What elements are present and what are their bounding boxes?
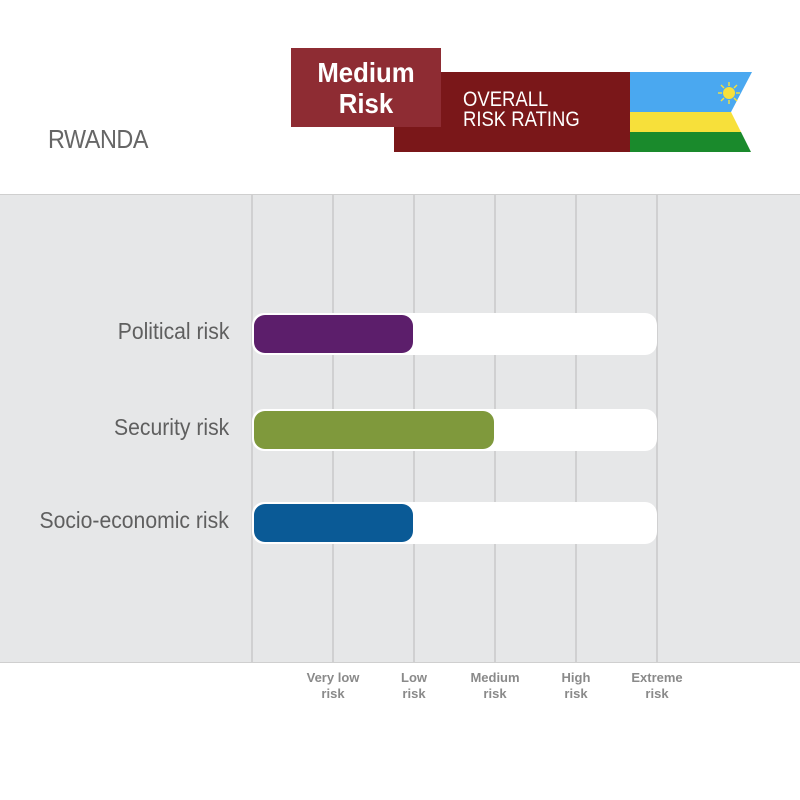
scale-label: Low risk: [374, 670, 454, 702]
scale-label-line: Low: [401, 670, 427, 685]
scale-label: Very low risk: [293, 670, 373, 702]
category-label: Socio-economic risk: [39, 507, 229, 533]
overall-line1: OVERALL: [463, 88, 549, 111]
country-title: RWANDA: [48, 124, 149, 154]
scale-label-line: risk: [483, 686, 507, 701]
chart-svg: [251, 195, 658, 662]
rating-badge: Medium Risk: [291, 48, 441, 127]
overall-risk-label: OVERALL RISK RATING: [463, 88, 580, 131]
scale-label-line: Very low: [306, 670, 360, 685]
scale-label: Medium risk: [455, 670, 535, 702]
category-label: Security risk: [113, 414, 229, 440]
scale-label-line: High: [561, 670, 591, 685]
scale-label: Extreme risk: [617, 670, 697, 702]
bar-socio-economic-risk: [254, 504, 413, 542]
scale-label-line: risk: [645, 686, 669, 701]
rating-line1: Medium: [317, 56, 415, 88]
rwanda-flag-icon: [630, 72, 752, 152]
bar-security-risk: [254, 411, 494, 449]
scale-label-line: Medium: [470, 670, 520, 685]
scale-label-line: risk: [564, 686, 588, 701]
overall-line2: RISK RATING: [463, 108, 580, 131]
scale-label-line: risk: [321, 686, 345, 701]
scale-label-line: Extreme: [631, 670, 683, 685]
sun-icon: [718, 82, 740, 104]
scale-label-line: risk: [402, 686, 426, 701]
scale-label: High risk: [536, 670, 616, 702]
category-label: Political risk: [117, 318, 229, 344]
bar-political-risk: [254, 315, 413, 353]
chart-area: [0, 194, 800, 663]
rating-line2: Risk: [338, 87, 394, 119]
